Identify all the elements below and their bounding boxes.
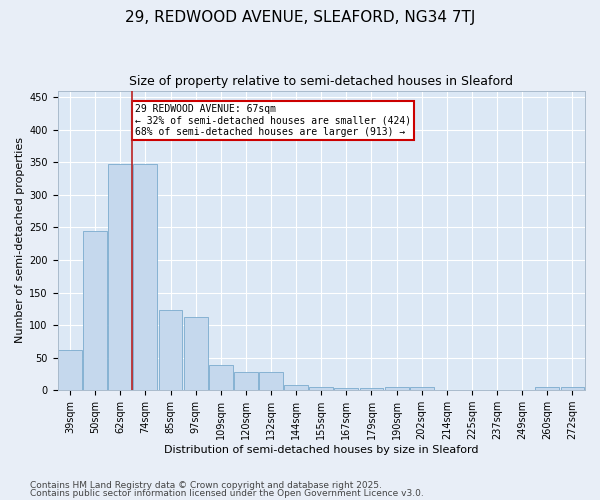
Bar [334,388,358,390]
Text: 29, REDWOOD AVENUE, SLEAFORD, NG34 7TJ: 29, REDWOOD AVENUE, SLEAFORD, NG34 7TJ [125,10,475,25]
Bar [359,388,383,390]
Text: 29 REDWOOD AVENUE: 67sqm
← 32% of semi-detached houses are smaller (424)
68% of : 29 REDWOOD AVENUE: 67sqm ← 32% of semi-d… [136,104,412,137]
Bar [58,350,82,390]
Bar [109,164,132,390]
Bar [410,387,434,390]
Y-axis label: Number of semi-detached properties: Number of semi-detached properties [15,138,25,344]
Bar [158,310,182,390]
Bar [560,387,584,390]
Bar [83,230,107,390]
Bar [535,387,559,390]
Bar [184,316,208,390]
Bar [259,372,283,390]
Bar [209,366,233,390]
Bar [133,164,157,390]
Bar [284,385,308,390]
X-axis label: Distribution of semi-detached houses by size in Sleaford: Distribution of semi-detached houses by … [164,445,479,455]
Title: Size of property relative to semi-detached houses in Sleaford: Size of property relative to semi-detach… [129,75,513,88]
Text: Contains public sector information licensed under the Open Government Licence v3: Contains public sector information licen… [30,488,424,498]
Text: Contains HM Land Registry data © Crown copyright and database right 2025.: Contains HM Land Registry data © Crown c… [30,481,382,490]
Bar [310,387,333,390]
Bar [385,387,409,390]
Bar [234,372,258,390]
